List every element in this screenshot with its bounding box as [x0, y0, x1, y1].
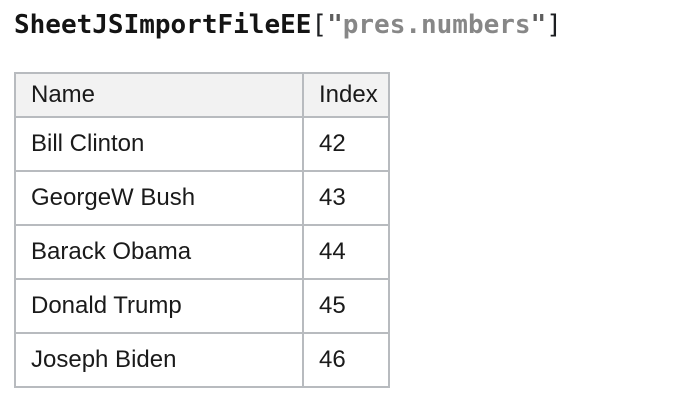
name-cell: Donald Trump — [14, 278, 304, 334]
column-header-name: Name — [14, 72, 304, 118]
page: SheetJSImportFileEE["pres.numbers"] Name… — [0, 9, 684, 420]
name-cell: Bill Clinton — [14, 116, 304, 172]
close-bracket: ] — [546, 10, 562, 40]
index-cell: 45 — [302, 278, 390, 334]
index-cell: 43 — [302, 170, 390, 226]
variable-name: SheetJSImportFileEE — [14, 10, 312, 40]
index-cell: 42 — [302, 116, 390, 172]
table-row: Donald Trump 45 — [14, 278, 390, 334]
index-cell: 44 — [302, 224, 390, 280]
table-header-row: Name Index — [14, 72, 390, 118]
index-cell: 46 — [302, 332, 390, 388]
column-header-index: Index — [302, 72, 390, 118]
name-cell: Barack Obama — [14, 224, 304, 280]
table-row: Barack Obama 44 — [14, 224, 390, 280]
table-row: GeorgeW Bush 43 — [14, 170, 390, 226]
page-title: SheetJSImportFileEE["pres.numbers"] — [14, 9, 684, 41]
table-row: Bill Clinton 42 — [14, 116, 390, 172]
name-cell: GeorgeW Bush — [14, 170, 304, 226]
name-cell: Joseph Biden — [14, 332, 304, 388]
open-bracket: [ — [311, 10, 328, 40]
table-row: Joseph Biden 46 — [14, 332, 390, 388]
presidents-table: Name Index Bill Clinton 42 GeorgeW Bush … — [14, 72, 390, 388]
open-quote: " — [327, 10, 343, 40]
sheet-name: pres.numbers — [342, 10, 531, 40]
close-quote: " — [530, 10, 547, 40]
